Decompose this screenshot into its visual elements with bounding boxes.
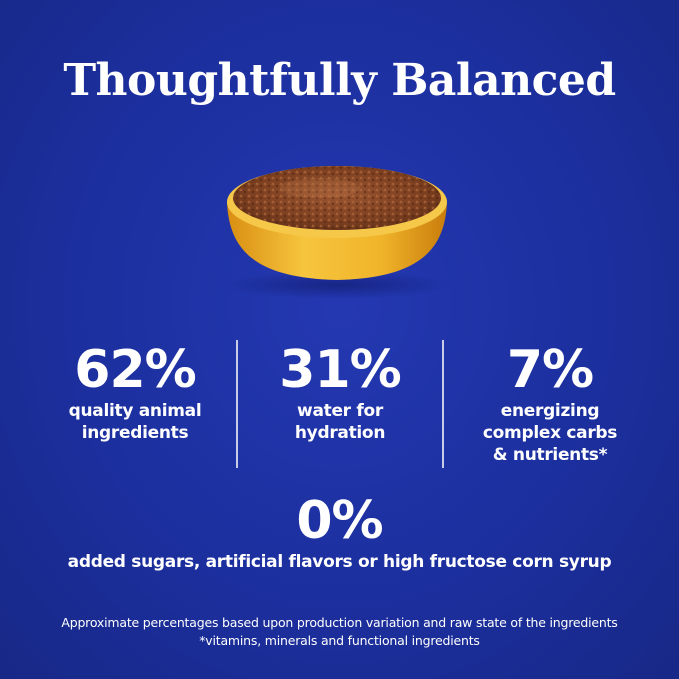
divider — [236, 340, 238, 468]
footnote-line: *vitamins, minerals and functional ingre… — [199, 633, 480, 648]
stat-value: 31% — [279, 340, 401, 400]
page-title: Thoughtfully Balanced — [63, 55, 616, 106]
stat-description-line: ingredients — [81, 423, 189, 443]
divider — [442, 340, 444, 468]
stat-description-line: water for — [297, 401, 383, 421]
food-bowl-icon — [215, 140, 460, 300]
footnote: Approximate percentages based upon produ… — [0, 614, 679, 650]
food-bowl-illustration — [222, 166, 452, 299]
stat-value: 0% — [296, 491, 383, 551]
stat-description-line: quality animal — [68, 401, 202, 421]
stat-value: 7% — [506, 340, 594, 400]
stat-value: 62% — [74, 340, 196, 400]
stat-description-line: & nutrients* — [492, 445, 608, 465]
stat-description-line: complex carbs — [482, 423, 618, 443]
stat-description-line: hydration — [294, 423, 386, 443]
stat-water: 31% water for hydration — [245, 340, 435, 444]
stat-description-line: energizing — [500, 401, 600, 421]
stat-animal-ingredients: 62% quality animal ingredients — [40, 340, 230, 444]
stat-carbs-nutrients: 7% energizing complex carbs & nutrients* — [450, 340, 650, 466]
stat-zero-added: 0% added sugars, artificial flavors or h… — [0, 491, 679, 573]
stat-description: added sugars, artificial flavors or high… — [67, 552, 612, 572]
footnote-line: Approximate percentages based upon produ… — [61, 615, 618, 630]
